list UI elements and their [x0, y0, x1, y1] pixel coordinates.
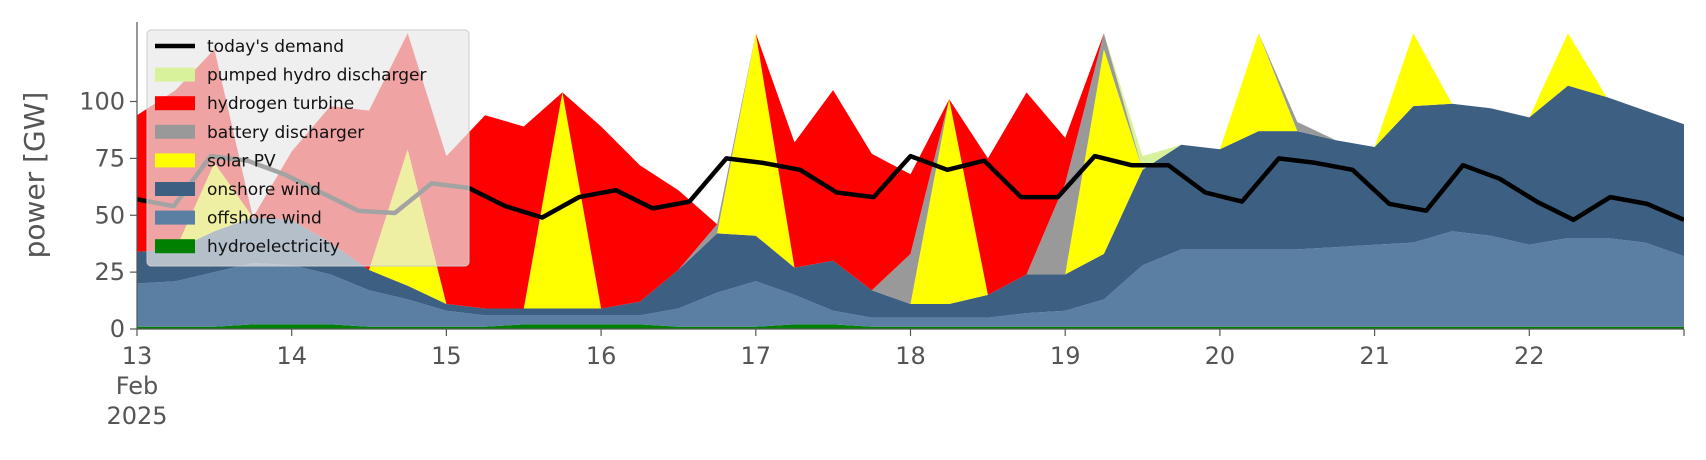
legend-swatch [155, 182, 195, 196]
stacked-area-layer [137, 33, 1684, 329]
legend: today's demand pumped hydro discharger hyd… [146, 29, 470, 267]
y-tick-label: 0 [110, 315, 125, 343]
legend-swatch [155, 239, 195, 254]
x-tick-label: 17 [741, 342, 772, 370]
x-tick-label: 19 [1050, 342, 1081, 370]
legend-label: onshore wind [207, 180, 321, 200]
legend-swatch [155, 210, 195, 225]
axes: 0 25 50 75 100 13 Feb 2025 14 15 16 17 18 19 20 21 22 [79, 22, 1685, 430]
y-axis-label: power [GW] [18, 92, 51, 259]
legend-swatch [155, 153, 195, 168]
legend-label: offshore wind [207, 209, 322, 229]
y-tick-label: 50 [94, 201, 125, 229]
y-tick-label: 100 [79, 88, 125, 116]
area-hydrogen-turbine [137, 33, 1684, 309]
legend-label: pumped hydro discharger [207, 66, 426, 86]
x-tick-label: 21 [1359, 342, 1390, 370]
legend-label: today's demand [207, 37, 344, 57]
x-tick-label: 15 [431, 342, 462, 370]
legend-swatch [155, 96, 195, 111]
legend-swatch [155, 124, 195, 139]
y-tick-label: 75 [94, 144, 125, 172]
x-tick-label: 20 [1205, 342, 1236, 370]
area-offshore-wind [137, 231, 1684, 327]
x-tick-label: 16 [586, 342, 617, 370]
x-tick-label: 13 Feb 2025 [106, 342, 167, 430]
legend-label: hydrogen turbine [207, 94, 354, 114]
x-tick-label: 22 [1514, 342, 1545, 370]
legend-swatch [155, 67, 195, 82]
x-tick-label: 14 [276, 342, 307, 370]
legend-box [146, 29, 470, 267]
x-tick-label: 18 [895, 342, 926, 370]
legend-label: solar PV [207, 151, 276, 171]
legend-label: battery discharger [207, 123, 364, 143]
legend-label: hydroelectricity [207, 237, 340, 257]
y-tick-label: 25 [94, 258, 125, 286]
area-onshore-wind [137, 85, 1684, 318]
